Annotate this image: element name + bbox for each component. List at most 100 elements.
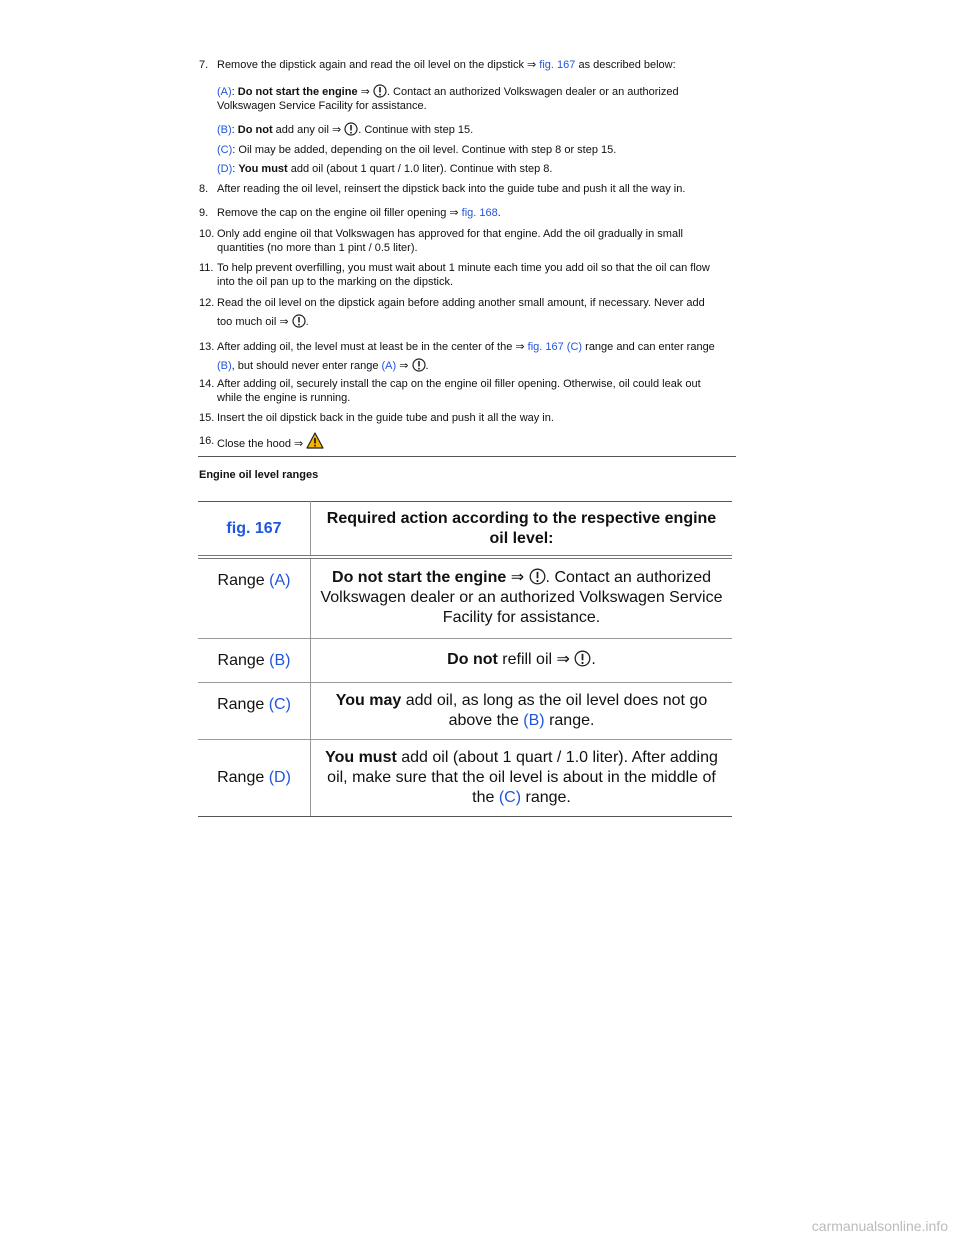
step-number: 8.	[199, 183, 209, 195]
text: range.	[544, 711, 595, 729]
step-number: 12.	[199, 297, 215, 309]
link[interactable]: (B)	[217, 360, 232, 372]
cell: You may add oil, as long as the oil leve…	[310, 681, 732, 739]
item-text: (C): Oil may be added, depending on the …	[217, 143, 722, 157]
text: .	[591, 651, 596, 668]
header-row: fig. 167 Required action according to th…	[198, 501, 732, 559]
link[interactable]: (D)	[217, 163, 233, 175]
text: Range	[217, 651, 270, 669]
text: Read the oil level on the dipstick again…	[217, 297, 705, 328]
link[interactable]: (A)	[381, 360, 397, 372]
table-caption: Engine oil level ranges	[199, 469, 319, 481]
link[interactable]: (B)	[269, 651, 291, 669]
text: .	[305, 316, 309, 328]
text: Do not start the engine	[237, 86, 358, 98]
watermark: carmanualsonline.info	[811, 1218, 948, 1234]
row: Range (D) You must add oil (about 1 quar…	[198, 738, 732, 817]
link[interactable]: (C)	[268, 695, 291, 713]
step-number: 11.	[199, 262, 214, 274]
link[interactable]: (B)	[523, 711, 545, 729]
cell: Do not start the engine ⇒ . Contact an a…	[310, 556, 732, 638]
text: Do not start the engine	[332, 569, 507, 587]
text: add oil (about 1 quart / 1.0 liter). Con…	[287, 163, 553, 175]
step-text: After reading the oil level, reinsert th…	[217, 183, 686, 195]
text: ⇒	[357, 86, 373, 98]
text: ⇒	[396, 360, 412, 372]
step-number: 16.	[199, 435, 215, 447]
text: .	[425, 360, 429, 372]
step-number: 13.	[199, 341, 215, 353]
text: , but should never enter range	[231, 360, 382, 372]
link[interactable]: fig. 167 (C)	[527, 341, 583, 353]
notice-icon	[344, 122, 358, 136]
text: Close the hood ⇒	[217, 438, 307, 450]
text: range.	[521, 788, 571, 806]
table: fig. 167 Required action according to th…	[198, 501, 732, 817]
row: Range (C) You may add oil, as long as th…	[198, 681, 732, 739]
text: After adding oil, the level must at leas…	[217, 341, 528, 353]
header-cell: Required action according to the respect…	[310, 501, 732, 559]
step-text: After adding oil, securely install the c…	[217, 378, 701, 404]
step-number: 7.	[199, 59, 209, 71]
notice-icon	[373, 84, 387, 98]
notice-icon	[292, 314, 306, 328]
step-text: Only add engine oil that Volkswagen has …	[217, 228, 683, 254]
step-number: 9.	[199, 207, 209, 219]
link[interactable]: (C)	[498, 788, 522, 806]
step-text: Remove the dipstick again and read the o…	[217, 58, 722, 72]
text: Remove the dipstick again and read the o…	[217, 59, 540, 71]
step-text: Close the hood ⇒	[217, 432, 722, 453]
text: as described below:	[575, 59, 676, 71]
warning-icon	[306, 432, 324, 449]
link[interactable]: (D)	[268, 768, 291, 786]
link[interactable]: fig. 168	[461, 207, 498, 219]
divider	[198, 456, 736, 457]
notice-icon	[574, 650, 591, 667]
link[interactable]: (C)	[217, 144, 233, 156]
text: add oil (about 1 quart / 1.0 liter). Aft…	[327, 748, 718, 806]
text: Range	[217, 695, 269, 713]
text: range and can enter range	[582, 341, 715, 353]
text: . Contact an authorized Volkswagen deale…	[217, 86, 679, 112]
cell: Range (A)	[198, 556, 311, 638]
step-text: Read the oil level on the dipstick again…	[217, 294, 722, 332]
text: You must	[238, 163, 288, 175]
link[interactable]: (B)	[217, 124, 232, 136]
link[interactable]: fig. 167	[539, 59, 576, 71]
text: add oil, as long as the oil level does n…	[401, 691, 708, 729]
text: Range	[217, 572, 270, 589]
cell: Range (B)	[198, 637, 311, 682]
text: Do not	[237, 124, 273, 136]
item-text: (B): Do not add any oil ⇒ . Continue wit…	[217, 122, 722, 137]
step-number: 10.	[199, 228, 215, 240]
item-text: (D): You must add oil (about 1 quart / 1…	[217, 162, 722, 176]
row: Range (A) Do not start the engine ⇒ . Co…	[198, 556, 732, 638]
cell: Do not refill oil ⇒ .	[310, 637, 732, 682]
text: add any oil ⇒	[272, 124, 345, 136]
text: ⇒	[506, 569, 529, 587]
text: . Contact an authorized Volkswagen deale…	[320, 569, 723, 627]
step-number: 14.	[199, 378, 215, 390]
link[interactable]: (A)	[269, 572, 291, 589]
step-text: Insert the oil dipstick back in the guid…	[217, 412, 554, 424]
text: Remove the cap on the engine oil filler …	[217, 207, 462, 219]
step-number: 15.	[199, 412, 215, 424]
row: Range (B) Do not refill oil ⇒ .	[198, 637, 732, 682]
text: You must	[325, 748, 397, 766]
text: . Continue with step 15.	[358, 124, 474, 136]
step-text: Remove the cap on the engine oil filler …	[217, 206, 722, 220]
text: :	[231, 86, 238, 98]
text: You may	[335, 691, 402, 709]
step-text: To help prevent overfilling, you must wa…	[217, 262, 710, 288]
text: :	[232, 163, 239, 175]
item-text: (A): Do not start the engine ⇒ . Contact…	[217, 84, 722, 113]
text: :	[231, 124, 238, 136]
text: : Oil may be added, depending on the oil…	[232, 144, 617, 156]
header-cell[interactable]: fig. 167	[198, 501, 311, 559]
cell: Range (D)	[198, 738, 311, 817]
text: Do not	[447, 651, 498, 668]
text: refill oil ⇒	[497, 651, 575, 668]
cell: Range (C)	[198, 681, 311, 739]
link[interactable]: (A)	[217, 86, 232, 98]
